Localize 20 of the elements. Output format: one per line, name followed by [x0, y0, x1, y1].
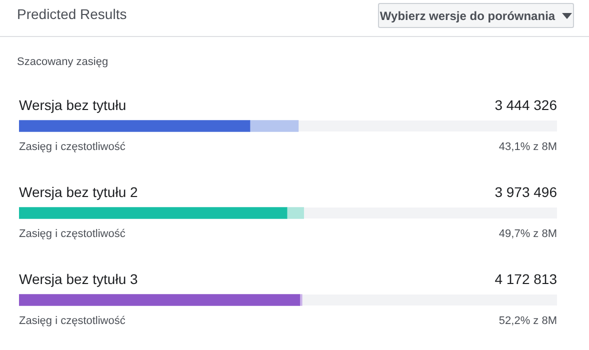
bar	[19, 207, 288, 219]
text: 3 973 496	[494, 184, 558, 200]
chart-title: Predicted Results	[17, 6, 127, 22]
y-tick-label: Wersja bez tytułu 3	[19, 270, 138, 287]
text: Wybierz wersje do porównania	[380, 8, 556, 22]
bar	[250, 120, 299, 132]
annotation: Zasięg i częstotliwość	[19, 228, 126, 240]
chart-subtitle: Szacowany zasięg	[17, 56, 108, 68]
bar	[19, 120, 250, 132]
text: 43,1% z 8M	[498, 141, 557, 154]
text: 52,2% z 8M	[498, 315, 557, 328]
bar	[19, 294, 300, 306]
bar	[286, 207, 304, 219]
annotation: Zasięg i częstotliwość	[19, 141, 126, 154]
annotation: Zasięg i częstotliwość	[19, 315, 126, 328]
text: 4 172 813	[494, 270, 558, 287]
text: 3 444 326	[494, 96, 558, 113]
y-tick-label: Wersja bez tytułu	[19, 96, 126, 113]
text: 49,7% z 8M	[498, 228, 557, 240]
y-tick-label: Wersja bez tytułu 2	[19, 184, 138, 200]
